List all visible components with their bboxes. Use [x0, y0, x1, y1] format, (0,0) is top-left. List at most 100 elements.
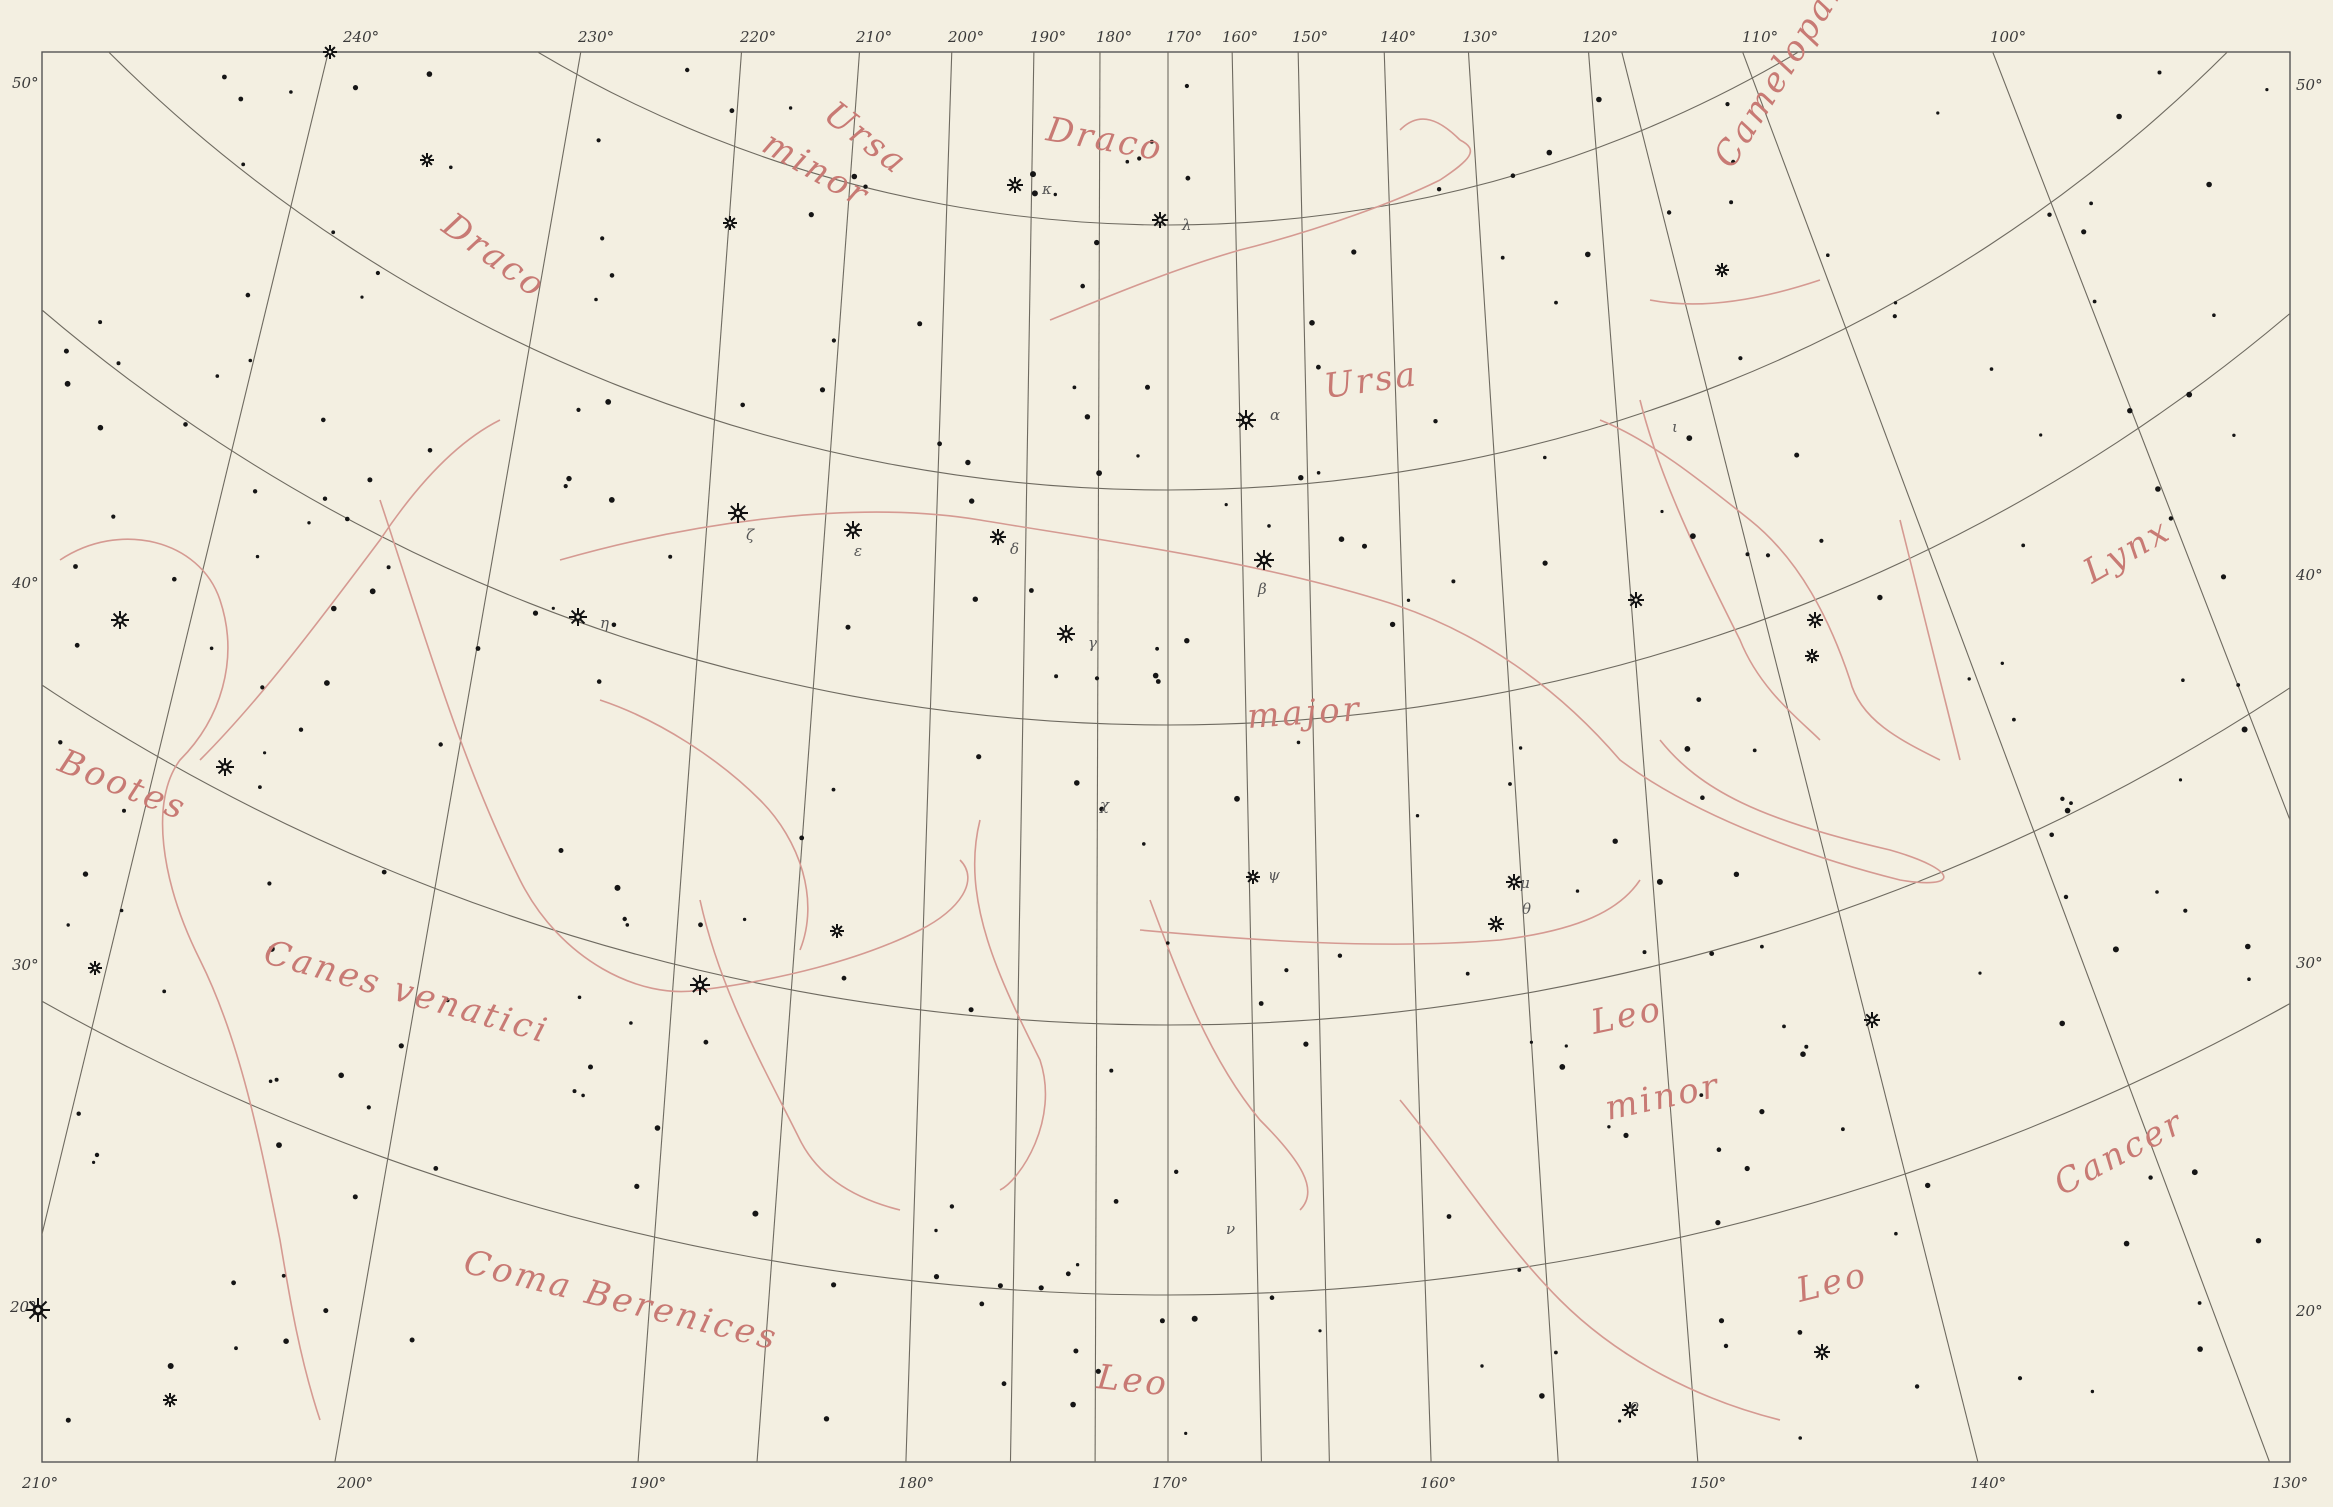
star-faint [1073, 1348, 1079, 1354]
dec-label: 30° [12, 956, 39, 974]
star-faint [1166, 941, 1170, 945]
star-faint [596, 679, 602, 684]
star-faint [949, 1204, 955, 1209]
star-faint [1159, 1318, 1165, 1324]
star-faint [1113, 1199, 1119, 1204]
star-faint [258, 785, 262, 789]
star-faint [252, 489, 258, 494]
star-faint [289, 90, 293, 94]
star-faint [274, 1077, 279, 1082]
star-faint [1465, 971, 1470, 976]
map-frame [41, 51, 2291, 1463]
ra-label: 160° [1420, 1474, 1456, 1492]
star-faint [2220, 574, 2227, 580]
star-faint [1038, 1285, 1044, 1291]
star-bright [26, 1298, 50, 1322]
star-faint [1095, 1368, 1101, 1374]
star-faint [1797, 1330, 1803, 1335]
ursa-major-head [1599, 419, 1941, 761]
star-faint [1510, 173, 1516, 178]
ra-label: 150° [1292, 28, 1328, 46]
star-faint [831, 338, 837, 343]
star-faint [2148, 1175, 2153, 1180]
star-faint [1174, 1169, 1179, 1175]
star-bright [111, 611, 129, 629]
star-faint [933, 1274, 940, 1280]
star-faint [1001, 1381, 1007, 1387]
star-faint [1794, 452, 1800, 458]
star-faint [1152, 672, 1159, 679]
star-bright [1715, 263, 1729, 277]
star-faint [1765, 553, 1771, 558]
star-faint [1709, 951, 1715, 956]
ra-label: 170° [1152, 1474, 1188, 1492]
star-faint [1053, 192, 1058, 197]
star-faint [566, 475, 572, 482]
star-faint [1184, 83, 1189, 89]
star-faint [82, 871, 89, 877]
star-faint [1745, 552, 1750, 557]
ra-label: 220° [739, 28, 776, 46]
star-faint [263, 751, 267, 755]
star-designation: ο [1630, 1396, 1639, 1414]
ra-labels-bottom: 210° 200° 190° 180° 170° 160° 150° 140° … [21, 1474, 2308, 1492]
draco-tail [1399, 118, 1461, 141]
star-faint [1296, 740, 1301, 745]
star-bright [420, 153, 434, 167]
star-faint [1733, 871, 1740, 877]
star-faint [1433, 419, 1438, 424]
star-bright [1506, 874, 1522, 890]
star-designation: μ [1520, 874, 1530, 892]
star-faint [808, 212, 814, 218]
star-bright [1628, 592, 1644, 608]
star-faint [1184, 1431, 1188, 1435]
star-faint [1080, 283, 1085, 289]
star-faint [2247, 977, 2251, 981]
star-faint [1269, 1295, 1275, 1300]
star-faint [934, 1228, 938, 1233]
star-faint [73, 564, 78, 569]
ra-label: 210° [21, 1474, 58, 1492]
star-faint [2265, 88, 2269, 92]
star-faint [1725, 102, 1730, 107]
star-faint [1559, 1064, 1566, 1070]
ra-meridian [1009, 52, 1035, 1462]
star-faint [1054, 674, 1059, 679]
star-faint [1718, 1318, 1725, 1324]
star-faint [614, 884, 621, 891]
star-faint [1782, 1024, 1786, 1029]
star-faint [74, 642, 80, 648]
star-faint [1826, 253, 1830, 257]
star-faint [367, 477, 373, 483]
star-faint [1142, 842, 1146, 846]
star-faint [426, 71, 433, 77]
star-bright [1236, 410, 1256, 430]
star-faint [1338, 536, 1345, 542]
star-faint [375, 270, 380, 276]
ursa-major-back-leg [699, 899, 901, 1211]
ra-label: 200° [947, 28, 984, 46]
star-faint [1841, 1127, 1845, 1132]
star-faint [788, 106, 793, 110]
star-faint [917, 321, 923, 327]
star-faint [2069, 801, 2073, 805]
star-faint [2089, 201, 2094, 206]
star-faint [969, 498, 975, 504]
star-faint [1303, 1041, 1309, 1047]
star-faint [1759, 1109, 1765, 1115]
ra-label: 130° [1462, 28, 1498, 46]
star-faint [605, 399, 612, 405]
lynx-figure [1899, 519, 1961, 761]
star-faint [1389, 621, 1396, 628]
star-faint [1185, 175, 1191, 181]
star-faint [1518, 746, 1523, 750]
dec-label: 50° [12, 74, 39, 92]
star-faint [2245, 943, 2251, 950]
ra-labels-top: 240° 230° 220° 210° 200° 190° 180° 170° … [342, 28, 2026, 46]
star-faint [1686, 435, 1693, 441]
ra-label: 170° [1166, 28, 1202, 46]
ra-label: 240° [342, 28, 379, 46]
star-designation: ν [1226, 1220, 1235, 1238]
